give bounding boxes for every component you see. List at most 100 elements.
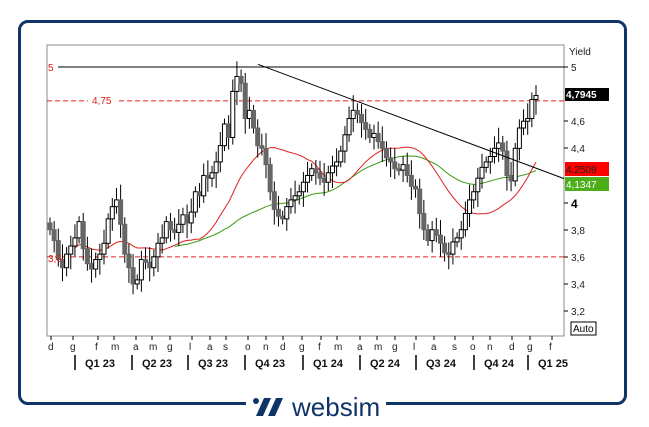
x-axis: d g f m a m g l a s o n d g f m a m g l a s o n d g fQ1 23 Q2 23 Q3 … — [48, 336, 568, 370]
brand-name: websim — [292, 392, 381, 422]
candle — [371, 132, 377, 139]
auto-button[interactable] — [570, 321, 597, 336]
level-475-label: 4,75 — [92, 96, 112, 107]
candle — [76, 221, 82, 239]
candle — [118, 199, 124, 225]
quarter-label: Q4 24 — [484, 358, 515, 370]
candle — [379, 141, 385, 149]
month-label: a — [431, 342, 437, 353]
month-label: m — [374, 342, 382, 353]
month-label: n — [487, 342, 493, 353]
candlesticks — [47, 61, 539, 295]
candle — [151, 256, 157, 269]
candle — [155, 242, 161, 258]
month-label: l — [413, 342, 415, 353]
candle — [226, 123, 232, 139]
horizontal-levels — [47, 66, 564, 258]
month-label: d — [48, 342, 54, 353]
candle — [350, 109, 356, 120]
candle — [421, 212, 427, 231]
quarter-label: Q3 24 — [426, 358, 457, 370]
candle — [68, 245, 74, 255]
candle — [284, 206, 290, 220]
quarter-label: Q2 23 — [142, 358, 172, 370]
y-tick-3.8: 3,8 — [571, 226, 585, 237]
level-36-label: 3,6 — [48, 254, 62, 265]
candle — [496, 142, 502, 149]
candle — [205, 174, 211, 179]
y-tick-4: 4 — [571, 197, 578, 211]
month-label: d — [509, 342, 515, 353]
candle — [80, 221, 86, 250]
candle — [363, 122, 369, 130]
candle — [280, 215, 286, 220]
candle — [288, 199, 294, 208]
candle — [109, 206, 115, 220]
month-label: o — [470, 342, 476, 353]
candle — [504, 150, 510, 176]
y-tick-3.4: 3,4 — [571, 280, 585, 291]
candle — [413, 185, 419, 190]
candle — [383, 147, 389, 159]
candle — [47, 222, 53, 231]
candle — [396, 168, 402, 172]
month-label: f — [318, 342, 321, 353]
candle — [130, 267, 136, 285]
candle — [375, 132, 381, 143]
candle — [167, 221, 173, 231]
candle — [176, 223, 182, 233]
candle — [93, 259, 99, 270]
month-label: g — [299, 342, 305, 353]
candle — [329, 165, 335, 174]
candle — [467, 199, 473, 214]
auto-button-label[interactable]: Auto — [573, 324, 594, 335]
candle — [275, 208, 281, 217]
candle — [354, 109, 360, 115]
candle — [425, 229, 431, 242]
candle — [525, 118, 531, 122]
candle — [184, 214, 190, 224]
month-label: a — [133, 342, 139, 353]
candle — [404, 164, 410, 176]
candle — [458, 229, 464, 239]
candle — [246, 109, 252, 120]
month-label: d — [280, 342, 286, 353]
ma-red-value: 4,2509 — [566, 165, 597, 176]
candle — [101, 242, 107, 255]
candle — [180, 214, 186, 225]
candle — [159, 237, 165, 244]
candle — [238, 75, 244, 84]
candle — [122, 223, 128, 255]
candle — [242, 82, 248, 120]
candle — [97, 253, 103, 261]
candle — [454, 237, 460, 243]
y-axis-title: Yield — [569, 47, 591, 58]
quarter-label: Q1 24 — [313, 358, 344, 370]
candle — [417, 188, 423, 214]
candle — [251, 109, 257, 129]
ma-green-value: 4,1347 — [566, 180, 597, 191]
candle — [64, 253, 70, 269]
candle — [267, 164, 273, 193]
month-label: g — [70, 342, 76, 353]
candle — [450, 241, 456, 255]
month-label: n — [263, 342, 269, 353]
ma-green-tag — [565, 177, 609, 191]
candle — [147, 261, 153, 269]
level-5-label: 5 — [48, 63, 54, 74]
candle — [321, 177, 327, 183]
candle — [317, 172, 323, 179]
candle — [342, 134, 348, 152]
candle — [259, 145, 265, 149]
candle — [234, 75, 240, 92]
candle — [487, 155, 493, 163]
y-tick-4.4: 4,4 — [571, 144, 585, 155]
candle — [437, 234, 443, 244]
candle — [521, 120, 527, 129]
candle — [296, 191, 302, 197]
candle — [55, 240, 61, 261]
candle — [51, 229, 57, 242]
brand-logo: websim — [246, 392, 387, 422]
candle — [84, 248, 90, 265]
month-label: l — [189, 342, 191, 353]
